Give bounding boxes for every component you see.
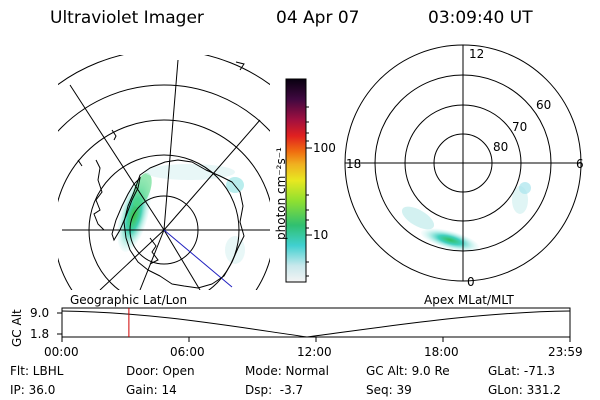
colorbar-tick-10: 10 xyxy=(313,228,329,242)
header-date: 04 Apr 07 xyxy=(276,8,360,28)
mlat-label-60: 60 xyxy=(536,98,552,112)
info-filter: Flt: LBHL xyxy=(10,364,64,378)
aurora-emission xyxy=(401,206,435,230)
altitude-ymax: 9.0 xyxy=(30,306,50,320)
info-gc-alt: GC Alt: 9.0 Re xyxy=(366,364,450,378)
time-tick-1200: 12:00 xyxy=(297,345,332,359)
altitude-timeline xyxy=(57,307,571,342)
colorbar xyxy=(285,78,307,283)
info-seq: Seq: 39 xyxy=(366,383,412,397)
time-tick-1800: 18:00 xyxy=(424,345,459,359)
time-tick-0000: 00:00 xyxy=(44,345,79,359)
time-tick-2359: 23:59 xyxy=(548,345,583,359)
antarctica-coastline xyxy=(123,159,245,289)
mlt-label-0: 0 xyxy=(467,275,475,289)
mlat-label-70: 70 xyxy=(512,120,528,134)
mlt-label-12: 12 xyxy=(469,47,485,61)
app-title: Ultraviolet Imager xyxy=(50,8,204,28)
altitude-ymin: 1.8 xyxy=(30,327,50,341)
mlat-label-80: 80 xyxy=(493,140,509,154)
time-tick-0600: 06:00 xyxy=(170,345,205,359)
aurora-emission xyxy=(132,172,152,208)
aurora-emission xyxy=(145,164,235,180)
peninsula-coastline xyxy=(111,176,141,242)
info-door: Door: Open xyxy=(126,364,195,378)
polar-plot xyxy=(344,44,582,282)
aurora-emission xyxy=(519,182,531,194)
geographic-label: Geographic Lat/Lon xyxy=(70,293,188,307)
apex-label: Apex MLat/MLT xyxy=(424,293,514,307)
colorbar-unit-label: photon cm⁻²s⁻¹ xyxy=(274,147,288,240)
mlt-label-18: 18 xyxy=(346,157,362,171)
colorbar-tick-100: 100 xyxy=(313,141,336,155)
altitude-curve xyxy=(61,310,571,338)
header-time: 03:09:40 UT xyxy=(428,8,533,28)
mlt-label-6: 6 xyxy=(576,157,584,171)
geographic-map xyxy=(58,55,270,290)
aurora-emission xyxy=(420,228,480,252)
altitude-axis-title: GC Alt xyxy=(10,309,24,347)
south-america-coastline xyxy=(93,159,105,231)
info-mode: Mode: Normal xyxy=(245,364,329,378)
colorbar-ticks xyxy=(306,106,312,277)
info-dsp: Dsp: -3.7 xyxy=(245,383,304,397)
info-ip: IP: 36.0 xyxy=(10,383,56,397)
info-glon: GLon: 331.2 xyxy=(488,383,561,397)
info-glat: GLat: -71.3 xyxy=(488,364,555,378)
info-gain: Gain: 14 xyxy=(126,383,177,397)
